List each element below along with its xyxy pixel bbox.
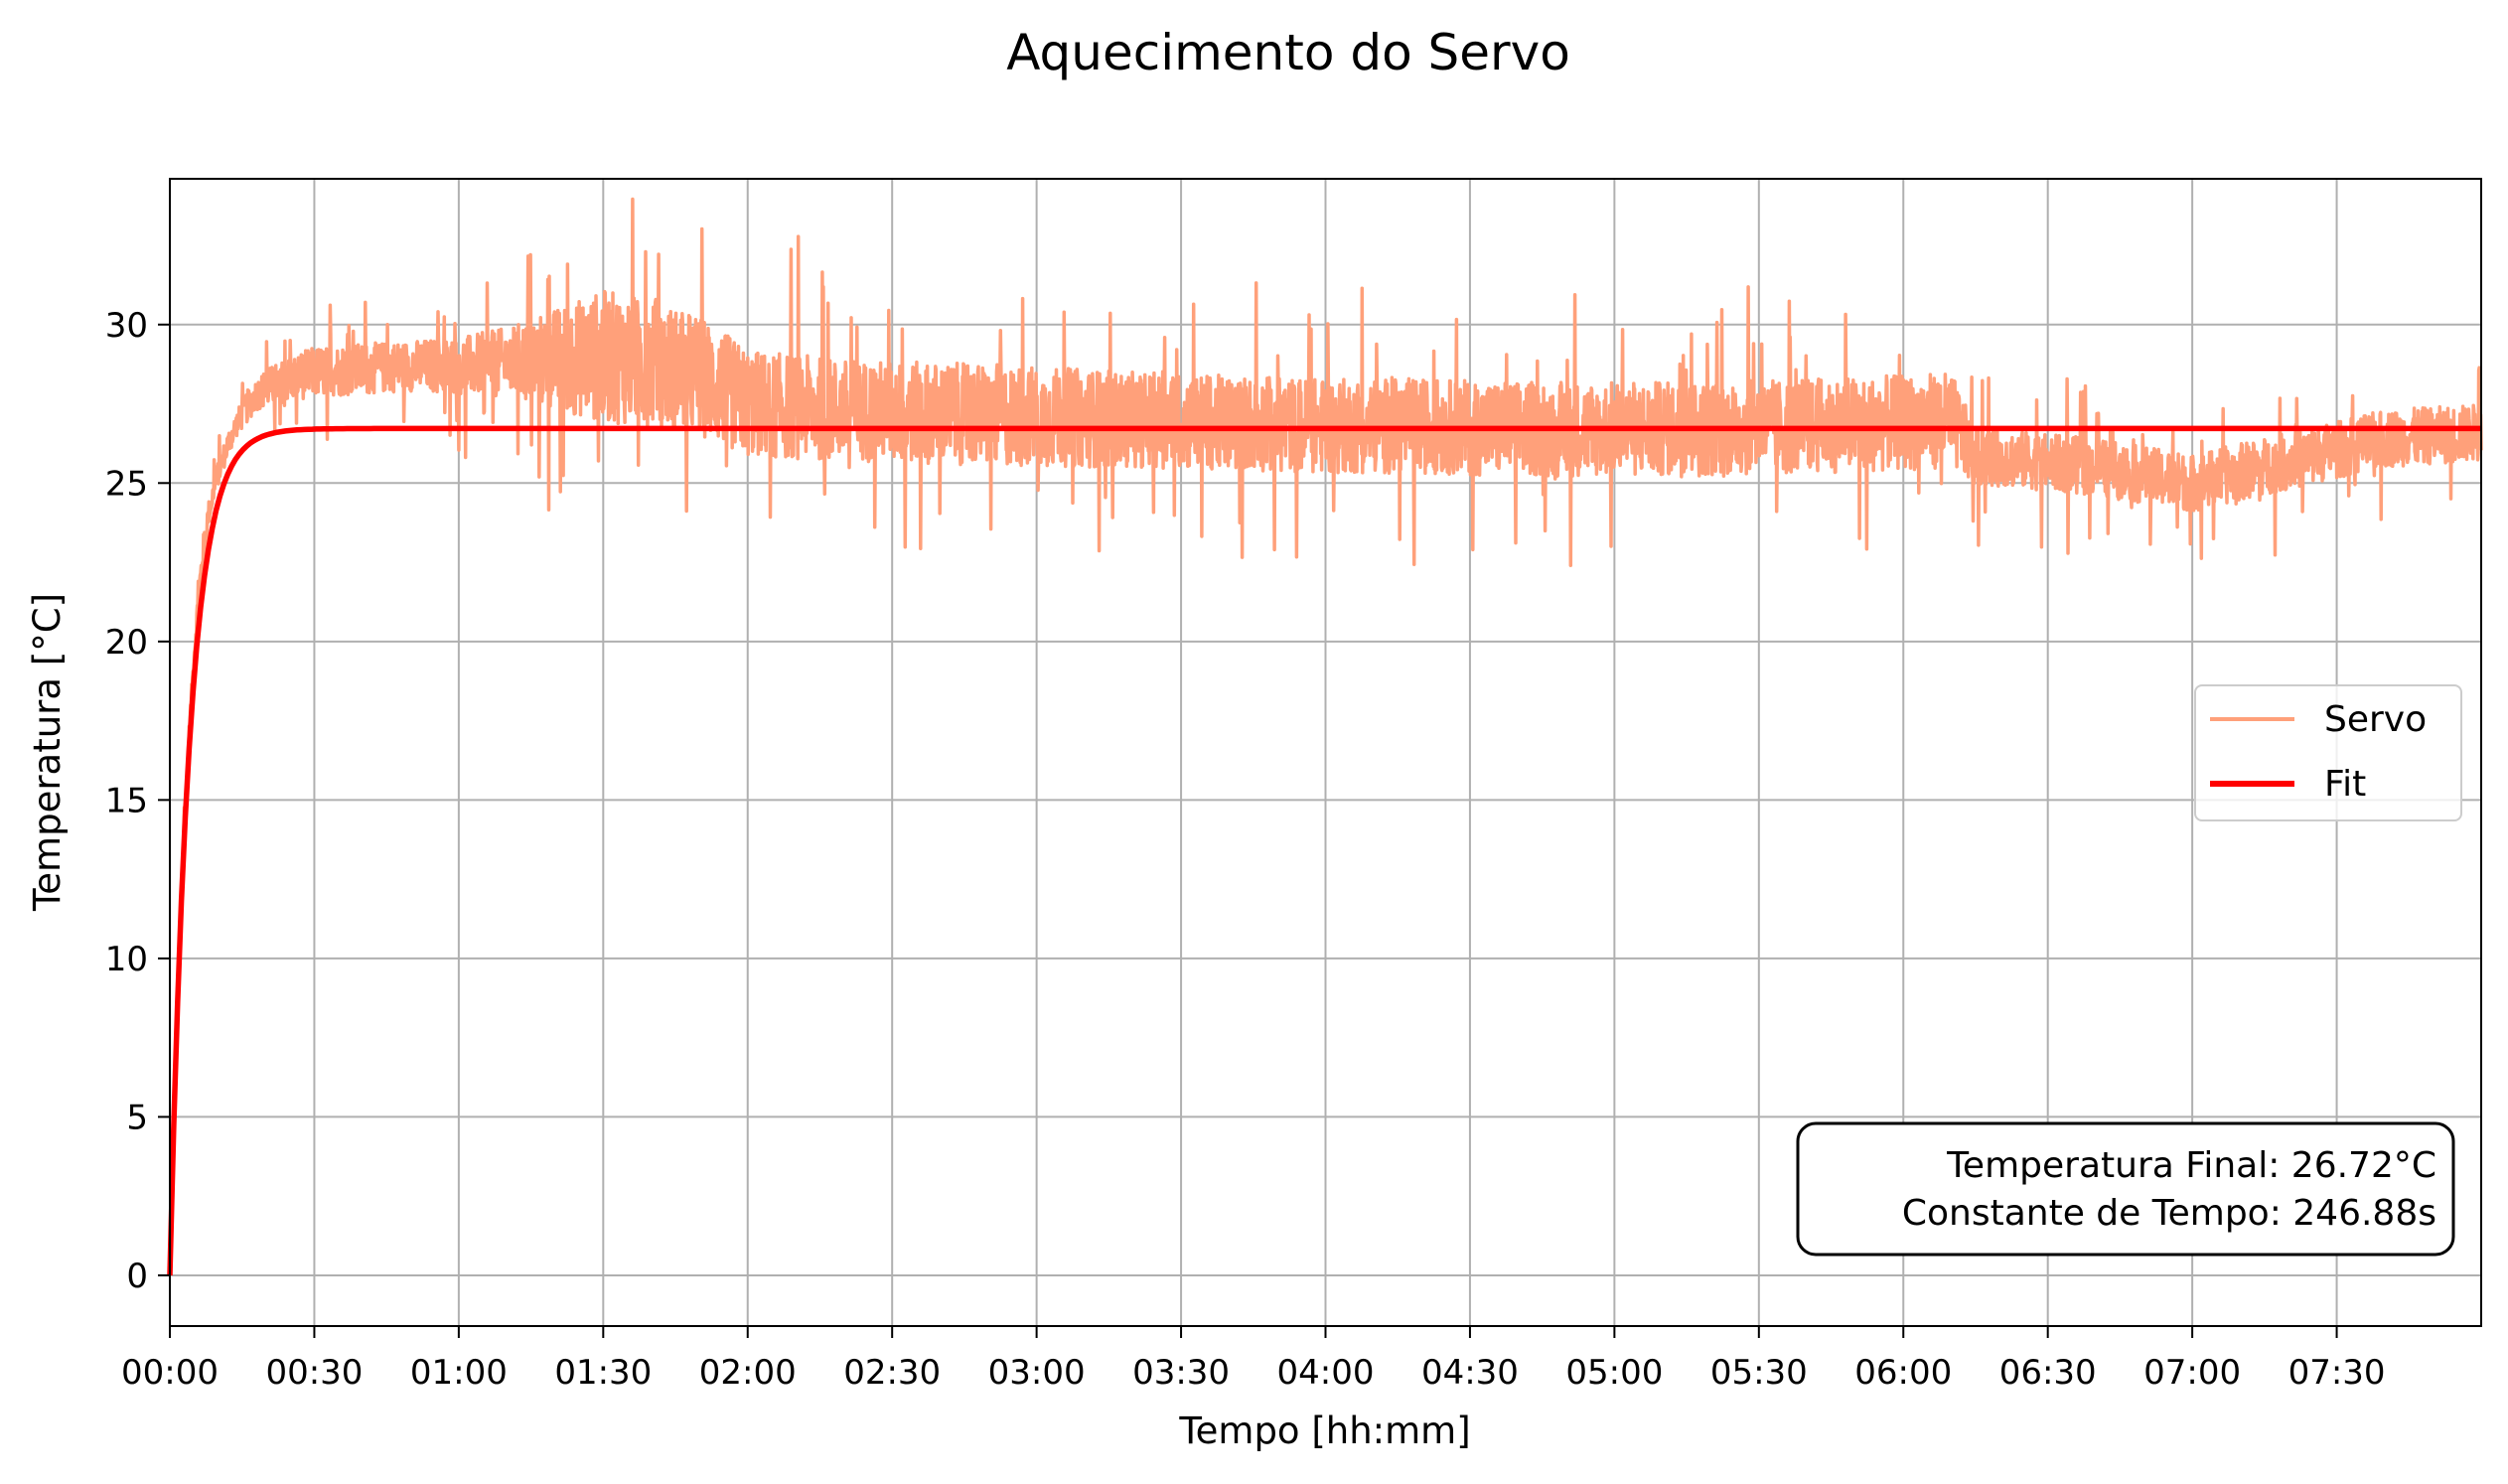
x-tick-label: 04:00 <box>1277 1353 1375 1393</box>
y-tick-label: 10 <box>105 940 148 979</box>
chart-title: Aquecimento do Servo <box>1006 24 1570 81</box>
series-fit-line <box>167 425 2481 1276</box>
series-layer <box>167 197 2483 1276</box>
annotation-frame <box>1796 1121 2455 1257</box>
y-tick-label: 30 <box>105 306 148 346</box>
x-tick-label: 06:30 <box>1999 1353 2097 1393</box>
x-tick-label: 01:00 <box>410 1353 508 1393</box>
x-tick-label: 06:00 <box>1854 1353 1952 1393</box>
x-tick-label: 01:30 <box>554 1353 652 1393</box>
annotation-box: Temperatura Final: 26.72°C Constante de … <box>1796 1121 2455 1257</box>
x-tick-label: 02:00 <box>699 1353 797 1393</box>
y-tick-label: 20 <box>105 623 148 663</box>
legend-fit-label: Fit <box>2324 764 2366 805</box>
x-axis-label: Tempo [hh:mm] <box>1178 1410 1470 1452</box>
x-tick-label: 04:30 <box>1421 1353 1519 1393</box>
series-servo-line <box>168 197 2483 1258</box>
x-tick-label: 07:00 <box>2143 1353 2241 1393</box>
y-tick-label: 5 <box>126 1098 148 1137</box>
annotation-final-temperature: Temperatura Final: 26.72°C <box>1946 1145 2436 1186</box>
x-tick-label: 02:30 <box>843 1353 941 1393</box>
x-tick-label: 00:30 <box>265 1353 363 1393</box>
legend: Servo Fit <box>2194 684 2462 821</box>
y-axis-label: Temperatura [°C] <box>26 593 69 912</box>
x-tick-label: 03:00 <box>988 1353 1086 1393</box>
legend-servo-label: Servo <box>2324 699 2427 740</box>
x-tick-label: 03:30 <box>1132 1353 1230 1393</box>
y-tick-label: 0 <box>126 1257 148 1296</box>
axis-ticks: 00:00 00:30 01:00 01:30 02:00 02:30 03:00 03:30… <box>105 306 2386 1393</box>
x-tick-label: 00:00 <box>121 1353 219 1393</box>
y-tick-label: 25 <box>105 464 148 504</box>
x-tick-label: 07:30 <box>2288 1353 2386 1393</box>
annotation-time-constant: Constante de Tempo: 246.88s <box>1902 1193 2436 1234</box>
x-tick-label: 05:30 <box>1710 1353 1808 1393</box>
x-tick-label: 05:00 <box>1565 1353 1663 1393</box>
y-tick-label: 15 <box>105 781 148 820</box>
